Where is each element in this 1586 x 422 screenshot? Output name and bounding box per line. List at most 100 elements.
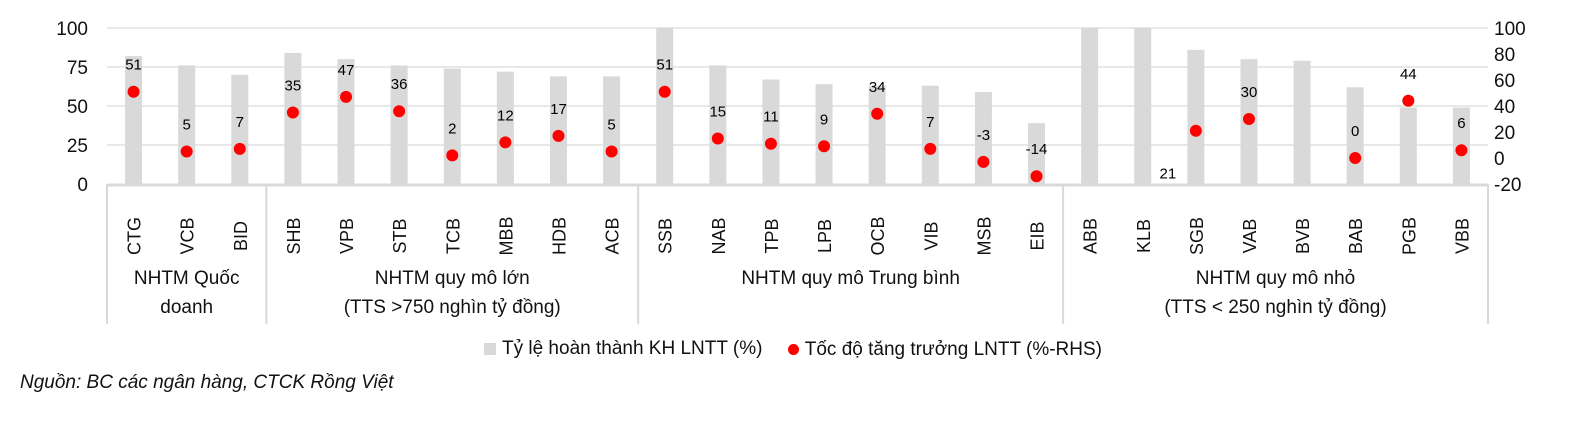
data-point xyxy=(711,132,724,145)
bar xyxy=(815,84,833,184)
data-label: 21 xyxy=(1160,166,1177,183)
data-label: 12 xyxy=(497,107,514,124)
group-label: NHTM Quốc xyxy=(134,268,240,289)
data-label: 0 xyxy=(1351,123,1359,140)
left-tick-label: 50 xyxy=(67,97,88,118)
left-axis-ticks: 0 25 50 75 100 xyxy=(56,19,88,196)
data-point xyxy=(605,145,618,158)
data-point xyxy=(871,107,884,120)
right-axis-ticks: -20 0 20 40 60 80 100 xyxy=(1494,19,1526,196)
data-label: 51 xyxy=(125,57,142,74)
bar xyxy=(1187,49,1205,185)
bar xyxy=(1134,28,1152,184)
group-label: doanh xyxy=(160,297,213,318)
group-label: (TTS >750 nghìn tỷ đồng) xyxy=(344,297,561,318)
bar xyxy=(762,79,780,184)
bar xyxy=(125,56,143,184)
left-tick-label: 75 xyxy=(67,58,88,79)
data-label: -3 xyxy=(977,127,990,144)
data-point xyxy=(127,85,140,98)
category-label: CTG xyxy=(125,217,145,255)
right-tick-label: 60 xyxy=(1494,71,1515,92)
left-tick-label: 25 xyxy=(67,136,88,157)
dot-data-labels: 51 5 7 35 47 36 2 12 17 5 51 15 11 9 34 7 -3 -14 21 30 0 44 6 xyxy=(125,57,1465,183)
data-label: 34 xyxy=(869,79,886,96)
data-label: 47 xyxy=(338,62,355,79)
data-point xyxy=(764,137,777,150)
category-label: TCB xyxy=(443,218,463,254)
data-label: 44 xyxy=(1400,66,1417,83)
bar-series xyxy=(125,28,1470,185)
data-point xyxy=(446,149,459,162)
data-label: 17 xyxy=(550,101,567,118)
gridlines xyxy=(107,27,1488,146)
right-tick-label: 80 xyxy=(1494,45,1515,66)
category-label: SHB xyxy=(284,217,304,254)
source-note: Nguồn: BC các ngân hàng, CTCK Rồng Việt xyxy=(20,372,394,393)
bar xyxy=(656,28,674,184)
data-point xyxy=(1402,94,1415,107)
category-label: LPB xyxy=(815,219,835,253)
data-point xyxy=(499,136,512,149)
bar-swatch-icon xyxy=(483,343,496,355)
category-label: BAB xyxy=(1346,218,1366,254)
data-label: 5 xyxy=(607,117,615,134)
data-point xyxy=(1349,152,1362,164)
right-tick-label: 0 xyxy=(1494,149,1505,170)
category-label: TPB xyxy=(762,218,782,253)
red-dot-icon xyxy=(787,344,799,355)
category-label: BVB xyxy=(1293,218,1313,254)
legend: Tỷ lệ hoàn thành KH LNTT (%) Tốc độ tăng… xyxy=(0,338,1586,361)
category-label: STB xyxy=(390,218,410,253)
right-tick-label: 40 xyxy=(1494,97,1515,118)
category-label: MSB xyxy=(974,216,994,255)
category-label: VCB xyxy=(178,217,198,254)
data-point xyxy=(286,106,299,119)
category-label: VPB xyxy=(337,218,357,254)
bar xyxy=(1293,60,1311,185)
legend-bar-label: Tỷ lệ hoàn thành KH LNTT (%) xyxy=(501,338,763,359)
data-label: 9 xyxy=(820,111,828,128)
bar xyxy=(921,85,939,184)
data-point xyxy=(1030,170,1043,183)
data-point xyxy=(924,142,937,155)
bar xyxy=(231,74,249,184)
category-labels: CTG VCB BID SHB VPB STB TCB MBB HDB ACB SSB NAB TPB L… xyxy=(125,216,1473,255)
bar xyxy=(390,65,408,184)
bar xyxy=(603,76,621,184)
right-tick-label: 100 xyxy=(1494,19,1526,40)
data-label: 6 xyxy=(1457,115,1465,132)
left-tick-label: 0 xyxy=(77,175,88,196)
data-point xyxy=(1242,113,1255,125)
right-tick-label: -20 xyxy=(1494,175,1521,196)
category-label: ACB xyxy=(603,217,623,254)
bar xyxy=(1081,28,1099,184)
data-label: 30 xyxy=(1241,84,1258,101)
data-point xyxy=(818,140,831,153)
data-label: 11 xyxy=(763,109,779,126)
bar xyxy=(1028,123,1046,184)
bar xyxy=(709,65,727,184)
category-label: SSB xyxy=(656,218,676,254)
data-point xyxy=(233,142,246,155)
dot-series xyxy=(127,85,1468,183)
data-label: 7 xyxy=(926,114,934,131)
category-label: MBB xyxy=(496,216,516,255)
legend-item-bar: Tỷ lệ hoàn thành KH LNTT (%) xyxy=(483,338,763,360)
category-label: PGB xyxy=(1399,217,1419,255)
legend-item-dot: Tốc độ tăng trưởng LNTT (%-RHS) xyxy=(787,339,1102,361)
category-axis-frame xyxy=(106,183,1489,324)
category-label: ABB xyxy=(1081,218,1101,254)
data-label: 7 xyxy=(236,114,244,131)
data-point xyxy=(340,90,353,103)
category-label: HDB xyxy=(549,217,569,255)
category-label: NAB xyxy=(709,217,729,254)
left-tick-label: 100 xyxy=(56,19,88,40)
data-label: 35 xyxy=(285,78,302,95)
bar xyxy=(337,59,355,185)
data-label: 15 xyxy=(709,104,726,121)
right-tick-label: 20 xyxy=(1494,123,1515,144)
group-label: NHTM quy mô nhỏ xyxy=(1196,268,1355,289)
bar xyxy=(496,71,514,184)
